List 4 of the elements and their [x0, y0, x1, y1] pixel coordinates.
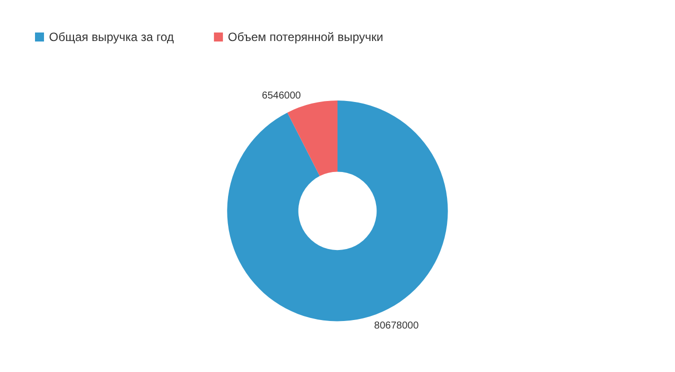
data-label: 6546000: [262, 90, 302, 102]
legend-label: Общая выручка за год: [49, 30, 174, 44]
data-label: 80678000: [374, 320, 420, 332]
legend-label: Объем потерянной выручки: [228, 30, 384, 44]
